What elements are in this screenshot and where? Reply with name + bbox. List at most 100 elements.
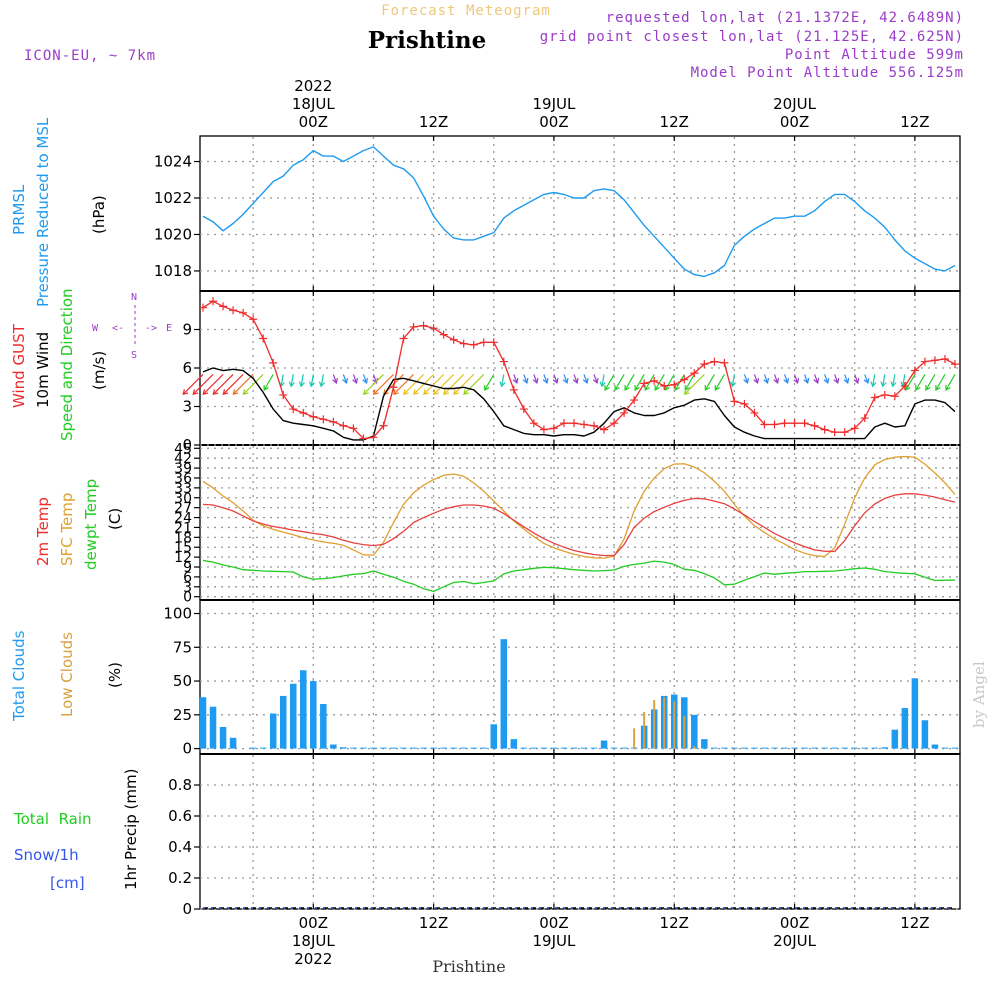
wind-gust-marker (269, 358, 278, 367)
wind-gust-marker (890, 392, 899, 401)
cloud-total-bar (490, 724, 498, 749)
compass-wsym: <- (112, 323, 124, 334)
wind-gust-marker (549, 424, 558, 433)
wind-arrow (300, 374, 304, 387)
time-label-top: 19JUL (533, 95, 576, 113)
wind-arrow (624, 374, 635, 391)
wind-label-gust: Wind GUST (10, 323, 28, 408)
wind-gust-marker (680, 375, 689, 384)
y-tick-label: 9 (182, 321, 192, 339)
y-tick-label: 50 (173, 672, 192, 690)
y-tick-label: 12 (174, 550, 192, 566)
wind-arrow (222, 373, 244, 395)
y-tick-label: 30 (174, 491, 192, 507)
cloud-total-bar (340, 747, 347, 749)
wind-arrow-head (880, 381, 887, 388)
wind-arrow-head (935, 384, 941, 392)
wind-arrow-head (499, 381, 506, 388)
wind-arrow-head (463, 389, 469, 396)
cloud-total-bar (570, 747, 578, 749)
wind-gust-marker (630, 396, 639, 405)
wind-arrow (484, 374, 495, 391)
wind-arrow (731, 374, 735, 387)
cloud-total-bar (249, 747, 257, 749)
cloud-total-bar (440, 747, 447, 749)
wind-gust-marker (700, 360, 709, 369)
wind-gust-marker (429, 324, 438, 333)
cloud-total-bar (330, 744, 337, 749)
wind-arrow-head (704, 384, 711, 392)
wind-arrow (342, 374, 348, 384)
y-tick-label: 0 (182, 900, 192, 918)
cloud-total-bar (590, 747, 598, 749)
wind-arrow-head (522, 377, 529, 384)
wind-gust-marker (850, 424, 859, 433)
cloud-total-bar (219, 726, 227, 749)
wind-arrow-head (453, 389, 459, 396)
model-altitude: Model Point Altitude 556.125m (691, 65, 964, 81)
point-altitude: Point Altitude 599m (785, 47, 964, 63)
cloud-total-bar (741, 747, 748, 749)
wind-gust-marker (910, 366, 919, 375)
y-tick-label: 100 (163, 605, 192, 623)
wind-arrow (513, 374, 518, 384)
wind-gust-marker (199, 303, 208, 312)
wind-arrow (634, 374, 645, 391)
wind-10m-line (202, 367, 956, 441)
wind-arrow-head (372, 377, 379, 384)
wind-arrow (352, 374, 358, 384)
precip-labels: Total Rain Snow/1h [cm] 1hr Precip (mm) (13, 769, 140, 892)
time-label-top: 12Z (660, 113, 689, 131)
wind-arrow (453, 373, 475, 395)
cloud-total-bar (721, 747, 728, 749)
wind-gust-marker (289, 405, 298, 414)
wind-arrow-head (604, 384, 610, 392)
wind-gust-marker (840, 428, 849, 437)
wind-arrow (543, 374, 548, 384)
temp-labels: 2m Temp SFC Temp dewpt Temp (C) (34, 479, 124, 570)
wind-gust-marker (319, 415, 328, 424)
wind-arrow-head (714, 384, 721, 392)
precip-label-snow: Snow/1h (14, 846, 79, 864)
cloud-total-bar (921, 720, 929, 749)
wind-gust-marker (800, 419, 809, 428)
time-label-bottom: 2022 (294, 950, 332, 968)
wind-gust-marker (459, 339, 468, 348)
cloud-total-bar (610, 747, 618, 749)
wind-arrow (280, 374, 284, 387)
wind-arrow-head (202, 389, 209, 396)
wind-gust-marker (610, 419, 619, 428)
wind-arrow-head (925, 384, 931, 392)
compass-n: N (131, 292, 137, 303)
wind-arrow (263, 374, 274, 391)
compass-e: E (166, 323, 172, 334)
cloud-low-bar (693, 745, 696, 749)
y-tick-label: 33 (174, 481, 192, 497)
cloud-total-bar (289, 683, 297, 749)
precip-label-cm: [cm] (50, 874, 85, 892)
y-tick-label: 9 (183, 560, 192, 576)
y-tick-label: 0.6 (168, 807, 192, 825)
temp-unit: (C) (106, 508, 124, 530)
time-label-bottom: 00Z (780, 914, 809, 932)
cloud-low-bar (653, 699, 656, 749)
wind-gust-marker (389, 383, 398, 392)
cloud-low-bar (663, 697, 666, 749)
wind-arrow (310, 374, 314, 387)
wind-label-speed-dir: Speed and Direction (58, 288, 76, 441)
wind-arrow (362, 374, 368, 384)
y-tick-label: 1020 (154, 225, 192, 243)
cloud-total-bar (500, 639, 508, 749)
wind-arrow-head (362, 377, 369, 384)
wind-arrow (403, 373, 425, 395)
cloud-total-bar (871, 747, 879, 749)
wind-arrow-head (793, 377, 800, 384)
time-label-bottom: 19JUL (533, 932, 576, 950)
wind-arrow (393, 373, 414, 395)
cloud-total-bar (269, 713, 277, 749)
wind-arrow-head (614, 384, 620, 392)
wind-gust-marker (650, 376, 659, 385)
wind-arrow (844, 374, 849, 384)
wind-arrow (232, 373, 254, 395)
wind-arrow-head (542, 377, 549, 384)
